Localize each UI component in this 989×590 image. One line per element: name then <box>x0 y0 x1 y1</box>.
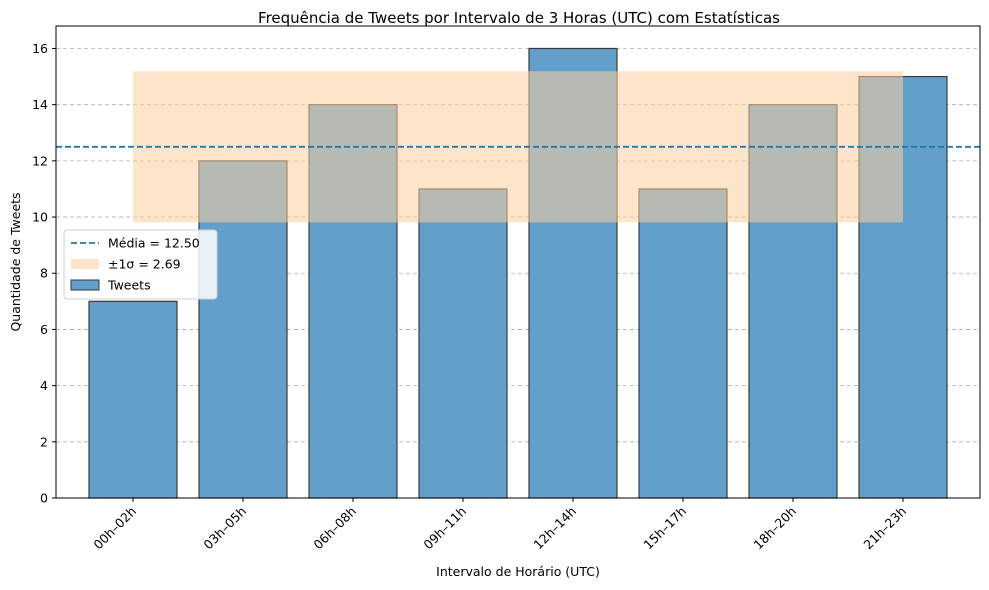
legend: Média = 12.50 ±1σ = 2.69 Tweets <box>63 229 218 300</box>
y-tick-label: 14 <box>32 97 48 112</box>
y-axis: 0 2 4 6 8 10 12 14 16 <box>32 41 56 506</box>
x-tick-label: 21h–23h <box>860 504 909 553</box>
x-axis-label: Intervalo de Horário (UTC) <box>436 564 600 579</box>
plot-frame <box>55 25 981 499</box>
bar-00h–02h <box>88 300 178 499</box>
y-tick-label: 12 <box>32 153 48 168</box>
x-tick-label: 12h–14h <box>530 504 579 553</box>
y-tick-label: 8 <box>40 266 48 281</box>
x-tick-label: 06h–08h <box>310 504 359 553</box>
y-tick-label: 6 <box>40 322 48 337</box>
y-tick-label: 4 <box>40 378 48 393</box>
x-tick-label: 09h–11h <box>420 504 469 553</box>
legend-swatch-bar <box>70 279 100 291</box>
legend-swatch-band <box>71 259 99 269</box>
y-axis-label: Quantidade de Tweets <box>8 192 23 331</box>
chart-title: Frequência de Tweets por Intervalo de 3 … <box>258 9 780 27</box>
legend-label: ±1σ = 2.69 <box>108 257 181 272</box>
x-tick-label: 00h–02h <box>90 504 139 553</box>
x-axis: 00h–02h 03h–05h 06h–08h 09h–11h 12h–14h 15h–1… <box>90 498 909 552</box>
y-tick-label: 0 <box>40 491 48 506</box>
x-tick-label: 15h–17h <box>640 504 689 553</box>
x-tick-label: 18h–20h <box>750 504 799 553</box>
x-tick-label: 03h–05h <box>200 504 249 553</box>
legend-label: Tweets <box>107 278 151 293</box>
y-tick-label: 2 <box>40 434 48 449</box>
bar-15h–17h <box>638 188 728 499</box>
y-tick-label: 10 <box>32 210 48 225</box>
bar-09h–11h <box>418 188 508 499</box>
y-tick-label: 16 <box>32 41 48 56</box>
legend-box <box>63 229 218 300</box>
legend-label: Média = 12.50 <box>108 236 200 251</box>
